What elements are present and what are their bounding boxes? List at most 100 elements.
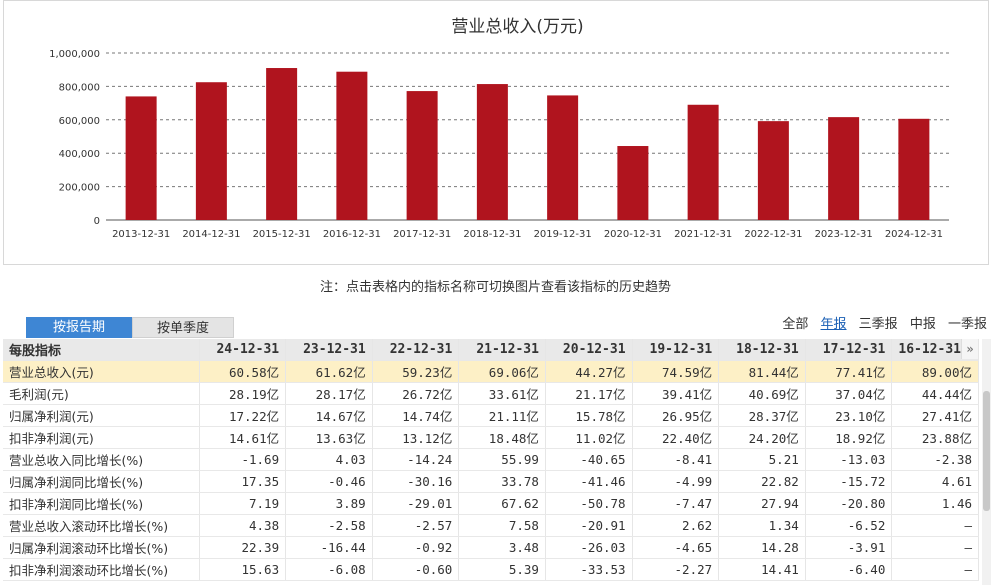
- period-q1-link[interactable]: 一季报: [947, 317, 987, 332]
- period-q3-link[interactable]: 三季报: [858, 317, 898, 332]
- bar-2017-12-31: [406, 91, 438, 221]
- x-tick-label: 2020-12-31: [604, 229, 662, 240]
- table-cell: 26.72亿: [372, 382, 460, 405]
- financial-indicators-table-container: 每股指标 24-12-31 23-12-31 22-12-31 21-12-31…: [3, 339, 979, 585]
- table-cell: 15.63: [199, 558, 287, 581]
- table-cell: 14.28: [718, 536, 806, 559]
- table-row: 归属净利润同比增长(%) 17.35 -0.46 -30.16 33.78 -41.46-…: [3, 470, 979, 493]
- period-all-link[interactable]: 全部: [782, 317, 809, 332]
- table-cell: 55.99: [458, 448, 546, 471]
- more-columns-icon[interactable]: »: [961, 339, 978, 359]
- bar-2021-12-31: [687, 104, 719, 220]
- table-cell: 14.61亿: [199, 426, 287, 449]
- indicator-name-cell[interactable]: 扣非净利润(元): [3, 426, 200, 449]
- table-cell: -29.01: [372, 492, 460, 515]
- table-cell: 28.37亿: [718, 404, 806, 427]
- table-row: 扣非净利润同比增长(%) 7.19 3.89 -29.01 67.62 -50.78 -7.…: [3, 492, 979, 515]
- bar-2016-12-31: [336, 71, 368, 220]
- tab-by-single-quarter[interactable]: 按单季度: [132, 317, 234, 338]
- x-tick-label: 2019-12-31: [534, 229, 592, 240]
- table-cell: —: [891, 536, 979, 559]
- x-tick-label: 2013-12-31: [112, 229, 170, 240]
- vertical-scrollbar[interactable]: [982, 339, 991, 585]
- table-cell: 89.00亿: [891, 360, 979, 383]
- table-cell: -3.91: [805, 536, 893, 559]
- table-cell: -0.46: [285, 470, 373, 493]
- table-cell: 60.58亿: [199, 360, 287, 383]
- table-cell: 4.38: [199, 514, 287, 537]
- bar-2022-12-31: [757, 121, 789, 220]
- table-cell: 13.12亿: [372, 426, 460, 449]
- indicator-name-cell[interactable]: 扣非净利润滚动环比增长(%): [3, 558, 200, 581]
- table-cell: 24.20亿: [718, 426, 806, 449]
- table-cell: —: [891, 514, 979, 537]
- indicator-name-cell[interactable]: 归属净利润(元): [3, 404, 200, 427]
- indicator-name-cell[interactable]: 归属净利润滚动环比增长(%): [3, 536, 200, 559]
- column-header: 18-12-31: [718, 339, 806, 361]
- table-cell: -6.40: [805, 558, 893, 581]
- tab-by-report-period[interactable]: 按报告期: [26, 317, 132, 338]
- table-cell: 1.34: [718, 514, 806, 537]
- table-cell: -41.46: [545, 470, 633, 493]
- table-cell: -2.27: [632, 558, 720, 581]
- table-header-row: 每股指标 24-12-31 23-12-31 22-12-31 21-12-31…: [3, 339, 979, 361]
- table-cell: 17.22亿: [199, 404, 287, 427]
- table-cell: -6.52: [805, 514, 893, 537]
- indicator-name-cell[interactable]: 毛利润(元): [3, 382, 200, 405]
- table-cell: -20.91: [545, 514, 633, 537]
- financial-indicators-table: 每股指标 24-12-31 23-12-31 22-12-31 21-12-31…: [3, 339, 979, 581]
- table-cell: -14.24: [372, 448, 460, 471]
- y-tick-label: 200,000: [59, 183, 100, 194]
- y-tick-label: 400,000: [59, 149, 100, 160]
- table-row: 归属净利润(元) 17.22亿 14.67亿 14.74亿 21.11亿 15.78亿 26…: [3, 404, 979, 427]
- table-cell: 23.10亿: [805, 404, 893, 427]
- column-header: 22-12-31: [372, 339, 460, 361]
- table-cell: 3.48: [458, 536, 546, 559]
- table-cell: 26.95亿: [632, 404, 720, 427]
- y-tick-label: 600,000: [59, 116, 100, 127]
- table-cell: -15.72: [805, 470, 893, 493]
- column-header: 21-12-31: [458, 339, 546, 361]
- table-cell: 18.92亿: [805, 426, 893, 449]
- bar-2015-12-31: [266, 68, 298, 220]
- table-cell: 5.21: [718, 448, 806, 471]
- x-tick-label: 2024-12-31: [885, 229, 943, 240]
- table-cell: 7.58: [458, 514, 546, 537]
- indicator-name-cell[interactable]: 营业总收入同比增长(%): [3, 448, 200, 471]
- table-cell: -4.99: [632, 470, 720, 493]
- table-cell: 4.03: [285, 448, 373, 471]
- period-annual-link[interactable]: 年报: [820, 317, 847, 332]
- indicator-name-cell[interactable]: 营业总收入滚动环比增长(%): [3, 514, 200, 537]
- table-cell: 59.23亿: [372, 360, 460, 383]
- table-cell: -1.69: [199, 448, 287, 471]
- column-header: 17-12-31: [805, 339, 893, 361]
- table-cell: -16.44: [285, 536, 373, 559]
- table-cell: 2.62: [632, 514, 720, 537]
- table-cell: 11.02亿: [545, 426, 633, 449]
- period-filter: 全部 年报 三季报 中报 一季报: [774, 313, 987, 332]
- table-cell: 40.69亿: [718, 382, 806, 405]
- x-tick-label: 2016-12-31: [323, 229, 381, 240]
- table-cell: -13.03: [805, 448, 893, 471]
- bar-2023-12-31: [828, 117, 860, 220]
- table-cell: —: [891, 558, 979, 581]
- scrollbar-thumb[interactable]: [983, 391, 990, 511]
- table-cell: 1.46: [891, 492, 979, 515]
- y-tick-label: 1,000,000: [49, 49, 100, 60]
- table-cell: 74.59亿: [632, 360, 720, 383]
- table-cell: 21.11亿: [458, 404, 546, 427]
- period-mid-link[interactable]: 中报: [909, 317, 936, 332]
- table-cell: 44.44亿: [891, 382, 979, 405]
- column-header-last: 16-12-31 »: [891, 339, 979, 361]
- indicator-name-cell[interactable]: 营业总收入(元): [3, 360, 200, 383]
- y-tick-label: 0: [94, 216, 100, 227]
- table-cell: 27.94: [718, 492, 806, 515]
- bar-2019-12-31: [547, 95, 579, 220]
- table-cell: -26.03: [545, 536, 633, 559]
- table-cell: -50.78: [545, 492, 633, 515]
- indicator-name-cell[interactable]: 归属净利润同比增长(%): [3, 470, 200, 493]
- indicator-name-cell[interactable]: 扣非净利润同比增长(%): [3, 492, 200, 515]
- chart-title: 营业总收入(万元): [451, 17, 583, 37]
- table-cell: 27.41亿: [891, 404, 979, 427]
- revenue-chart-panel: 营业总收入(万元) 0 200,000 400,000 600,000 800,000 1,…: [3, 0, 989, 265]
